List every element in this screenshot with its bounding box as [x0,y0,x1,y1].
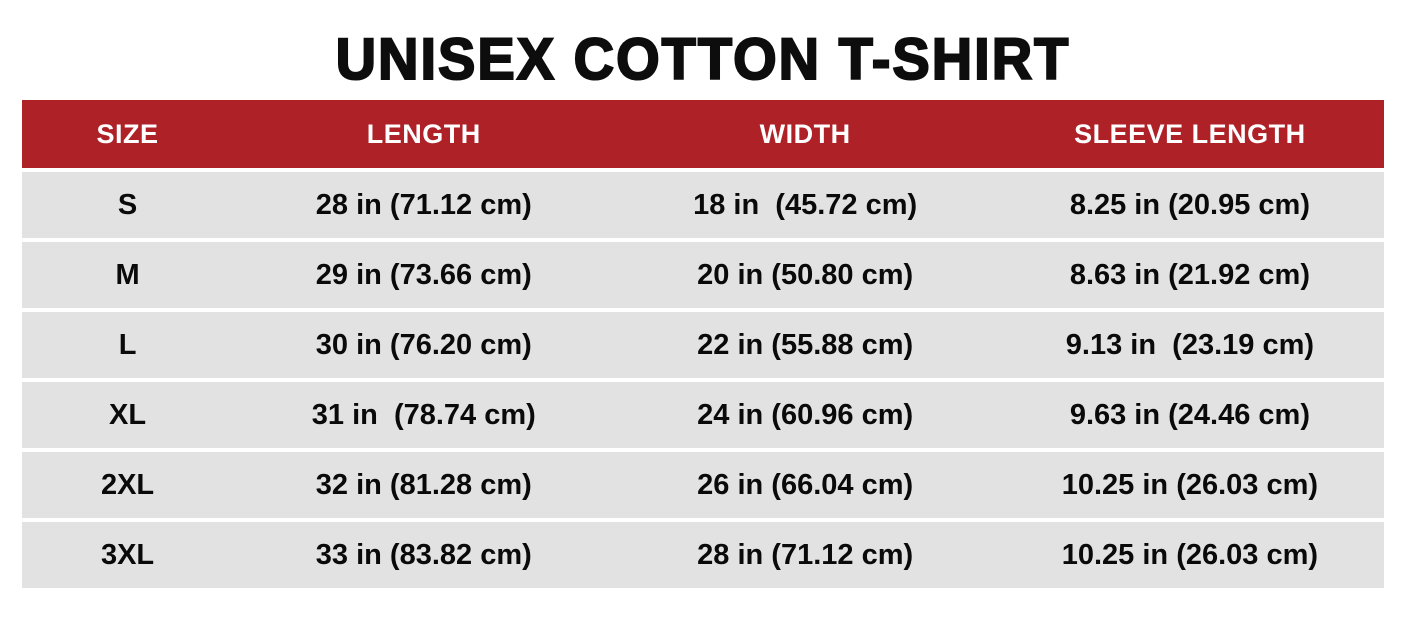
column-header-length: LENGTH [366,118,481,149]
cell-sleeve-length: 9.63 in (24.46 cm) [1069,398,1310,431]
cell-length: 32 in (81.28 cm) [315,468,532,501]
cell-width: 24 in (60.96 cm) [697,398,914,431]
cell-length: 31 in (78.74 cm) [311,398,536,431]
cell-size: XL [109,398,147,431]
cell-length: 33 in (83.82 cm) [315,538,532,571]
cell-size: L [118,328,137,361]
cell-sleeve-length: 10.25 in (26.03 cm) [1061,468,1319,501]
cell-length: 29 in (73.66 cm) [315,258,532,291]
size-table: SIZE LENGTH WIDTH SLEEVE LENGTH S 28 in … [22,100,1384,588]
table-row-xl: XL 31 in (78.74 cm) 24 in (60.96 cm) 9.6… [22,382,1384,448]
cell-width: 26 in (66.04 cm) [697,468,914,501]
column-header-width: WIDTH [759,118,851,149]
table-row-s: S 28 in (71.12 cm) 18 in (45.72 cm) 8.25… [22,172,1384,238]
table-row-m: M 29 in (73.66 cm) 20 in (50.80 cm) 8.63… [22,242,1384,308]
cell-sleeve-length: 10.25 in (26.03 cm) [1061,538,1319,571]
column-header-size: SIZE [96,118,159,149]
cell-sleeve-length: 8.63 in (21.92 cm) [1069,258,1310,291]
cell-size: S [117,188,138,221]
cell-sleeve-length: 9.13 in (23.19 cm) [1065,328,1315,361]
cell-size: 3XL [100,538,155,571]
cell-sleeve-length: 8.25 in (20.95 cm) [1069,188,1310,221]
cell-width: 28 in (71.12 cm) [697,538,914,571]
table-header-row: SIZE LENGTH WIDTH SLEEVE LENGTH [22,100,1384,168]
cell-width: 22 in (55.88 cm) [697,328,914,361]
cell-width: 18 in (45.72 cm) [693,188,918,221]
page-title: UNISEX COTTON T-SHIRT [335,25,1071,92]
cell-length: 30 in (76.20 cm) [315,328,532,361]
table-row-2xl: 2XL 32 in (81.28 cm) 26 in (66.04 cm) 10… [22,452,1384,518]
cell-length: 28 in (71.12 cm) [315,188,532,221]
column-header-sleeve-length: SLEEVE LENGTH [1074,118,1306,149]
table-row-l: L 30 in (76.20 cm) 22 in (55.88 cm) 9.13… [22,312,1384,378]
table-row-3xl: 3XL 33 in (83.82 cm) 28 in (71.12 cm) 10… [22,522,1384,588]
cell-size: M [115,258,140,291]
cell-size: 2XL [100,468,155,501]
cell-width: 20 in (50.80 cm) [697,258,914,291]
